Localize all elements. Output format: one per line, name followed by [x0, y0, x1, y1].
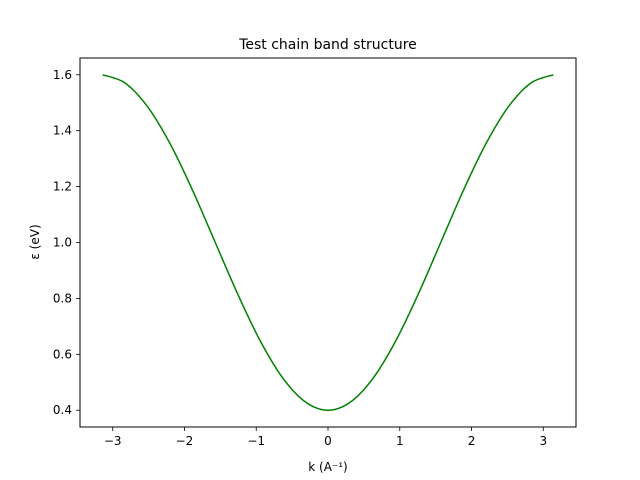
x-axis-ticks: −3 −2 −1 0 1 2 3 [104, 427, 547, 448]
x-tick-label: −2 [176, 434, 194, 448]
y-axis-ticks: 0.4 0.6 0.8 1.0 1.2 1.4 1.6 [53, 68, 80, 417]
band-series-line-0 [102, 74, 554, 411]
x-tick-label: −3 [104, 434, 122, 448]
y-tick-label: 0.4 [53, 403, 72, 417]
plot-area [80, 58, 576, 427]
y-tick-label: 1.0 [53, 236, 72, 250]
x-axis-label: k (A⁻¹) [308, 460, 347, 474]
y-tick-label: 1.4 [53, 124, 72, 138]
x-tick-label: 1 [396, 434, 404, 448]
series-layer [102, 74, 554, 411]
y-tick-label: 0.8 [53, 291, 72, 305]
y-tick-label: 1.6 [53, 68, 72, 82]
x-tick-label: 3 [539, 434, 547, 448]
x-tick-label: −1 [247, 434, 265, 448]
y-axis-label: ε (eV) [28, 224, 42, 259]
y-tick-label: 0.6 [53, 347, 72, 361]
x-tick-label: 0 [324, 434, 332, 448]
x-tick-label: 2 [468, 434, 476, 448]
chart-title: Test chain band structure [238, 37, 417, 53]
y-tick-label: 1.2 [53, 180, 72, 194]
